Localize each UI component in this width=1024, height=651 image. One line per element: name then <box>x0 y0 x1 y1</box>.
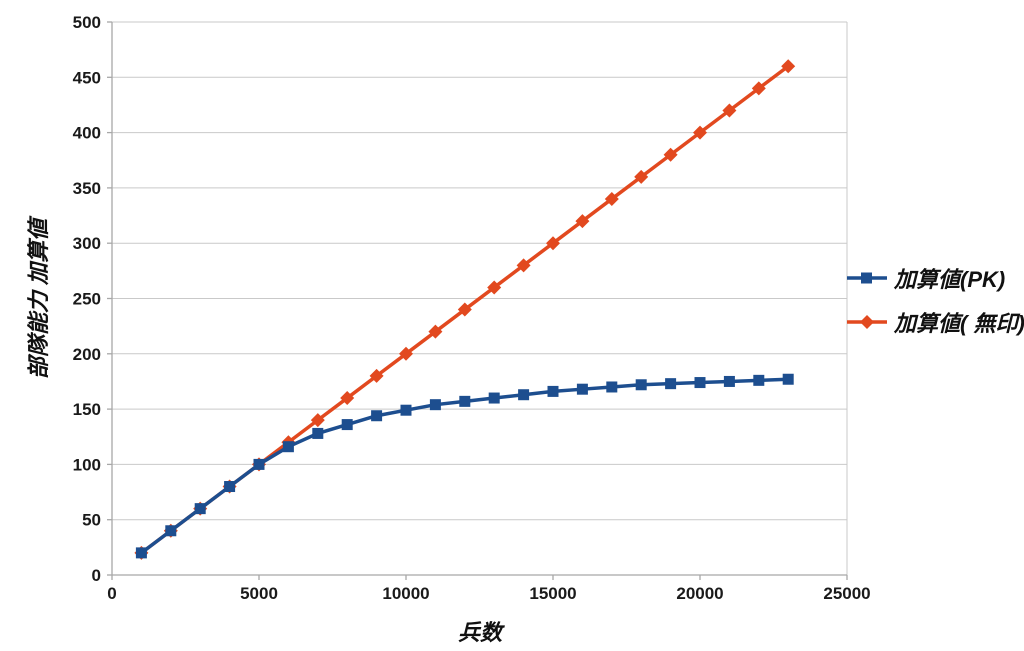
data-point-marker <box>516 258 531 273</box>
data-point-marker <box>457 302 472 317</box>
x-tick-label: 5000 <box>240 584 278 603</box>
y-tick-label: 350 <box>73 179 101 198</box>
data-point-marker <box>399 346 413 361</box>
y-tick-label: 100 <box>73 455 101 474</box>
data-point-marker <box>575 214 590 229</box>
x-tick-label: 25000 <box>823 584 870 603</box>
data-point-marker <box>253 458 265 470</box>
data-point-marker <box>518 389 530 401</box>
data-point-marker <box>546 236 560 251</box>
y-tick-label: 0 <box>92 566 101 585</box>
y-tick-label: 300 <box>73 234 101 253</box>
data-point-marker <box>369 368 384 383</box>
data-point-marker <box>693 125 707 140</box>
data-point-marker <box>487 280 502 295</box>
data-point-marker <box>606 381 618 393</box>
data-point-marker <box>459 395 471 407</box>
data-point-marker <box>753 374 765 386</box>
legend-label-pk: 加算値(PK) <box>894 267 1006 292</box>
legend-item-pk: 加算値(PK) <box>846 262 1024 294</box>
data-point-marker <box>428 324 443 339</box>
legend-marker-diamond-icon <box>847 315 887 329</box>
legend: 加算値(PK) 加算値( 無印) <box>846 262 1024 338</box>
legend-item-mujirushi: 加算値( 無印) <box>846 306 1024 338</box>
data-point-marker <box>751 81 766 96</box>
data-point-marker <box>165 525 177 537</box>
y-tick-label: 400 <box>73 124 101 143</box>
data-point-marker <box>781 59 796 74</box>
data-point-marker <box>282 441 294 453</box>
data-point-marker <box>722 103 737 118</box>
data-point-marker <box>663 147 678 162</box>
x-tick-label: 20000 <box>676 584 723 603</box>
x-tick-label: 15000 <box>529 584 576 603</box>
data-point-marker <box>340 391 355 406</box>
y-tick-label: 500 <box>73 13 101 32</box>
data-point-marker <box>547 385 559 397</box>
data-point-marker <box>782 373 794 385</box>
data-point-marker <box>723 375 735 387</box>
data-point-marker <box>224 481 236 493</box>
data-point-marker <box>312 427 324 439</box>
x-tick-label: 10000 <box>382 584 429 603</box>
data-point-marker <box>694 377 706 389</box>
data-point-marker <box>635 379 647 391</box>
data-point-marker <box>400 404 412 416</box>
data-point-marker <box>634 169 649 184</box>
y-tick-label: 150 <box>73 400 101 419</box>
data-point-marker <box>341 419 353 431</box>
data-point-marker <box>488 392 500 404</box>
x-tick-label: 0 <box>107 584 116 603</box>
legend-label-mujirushi: 加算値( 無印) <box>894 311 1024 336</box>
data-point-marker <box>429 399 441 411</box>
legend-marker-square-icon <box>847 272 887 284</box>
series-pk <box>135 373 794 559</box>
data-point-marker <box>371 410 383 422</box>
data-point-marker <box>135 547 147 559</box>
y-tick-label: 200 <box>73 345 101 364</box>
data-point-marker <box>604 191 619 206</box>
data-point-marker <box>665 378 677 390</box>
x-axis-title: 兵数 <box>457 620 503 645</box>
data-point-marker <box>194 503 206 515</box>
data-point-marker <box>576 383 588 395</box>
y-tick-label: 450 <box>73 68 101 87</box>
y-tick-label: 250 <box>73 290 101 309</box>
y-tick-label: 50 <box>82 511 101 530</box>
data-point-marker <box>310 413 325 428</box>
y-axis-title: 部隊能力 加算値 <box>26 218 51 380</box>
